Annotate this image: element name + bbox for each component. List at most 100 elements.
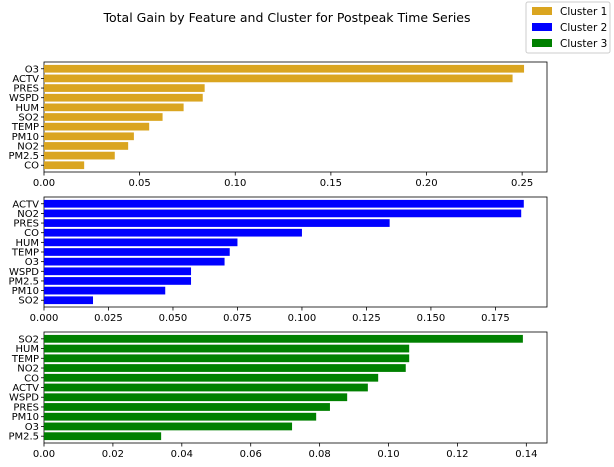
y-tick-label: ACTV [12, 383, 39, 394]
bar-pres [44, 84, 205, 92]
bar-so2 [44, 296, 94, 305]
x-tick-label: 0.00 [33, 449, 55, 460]
y-tick-label: CO [24, 228, 39, 239]
bar-wspd [44, 393, 348, 402]
y-tick-label: PRES [13, 219, 39, 230]
bar-pm10 [44, 132, 134, 141]
legend-entry-cluster-3: Cluster 3 [532, 38, 607, 50]
x-tick-label: 0.06 [240, 449, 262, 460]
y-tick-label: PM10 [12, 132, 39, 143]
bar-actv [44, 383, 368, 392]
bar-pm10 [44, 412, 317, 421]
y-tick-label: TEMP [11, 122, 39, 133]
y-tick-label: NO2 [17, 364, 39, 375]
legend-entry-cluster-1: Cluster 1 [532, 6, 607, 18]
legend-swatch [532, 23, 552, 31]
x-tick-label: 0.12 [446, 449, 468, 460]
bar-o3 [44, 422, 293, 431]
x-tick-label: 0.050 [159, 313, 188, 324]
bar-pm2-5 [44, 277, 192, 285]
bar-wspd [44, 93, 203, 102]
bar-pres [44, 219, 390, 227]
y-tick-label: HUM [16, 103, 39, 114]
x-tick-label: 0.025 [94, 313, 123, 324]
y-tick-label: PM10 [12, 412, 39, 423]
y-tick-label: WSPD [9, 393, 39, 404]
y-tick-label: CO [24, 373, 39, 384]
bar-temp [44, 248, 230, 256]
bar-co [44, 373, 379, 382]
y-tick-label: SO2 [18, 334, 39, 345]
y-tick-label: SO2 [18, 113, 39, 124]
x-tick-label: 0.15 [320, 178, 342, 189]
bar-actv [44, 199, 524, 208]
legend-swatch [532, 7, 552, 15]
y-tick-label: ACTV [12, 74, 39, 85]
y-tick-label: PM2.5 [8, 432, 39, 443]
y-tick-label: O3 [25, 64, 39, 75]
y-tick-label: WSPD [9, 267, 39, 278]
legend-label: Cluster 3 [560, 38, 607, 50]
x-tick-label: 0.100 [288, 313, 317, 324]
y-tick-label: CO [24, 161, 39, 172]
bar-o3 [44, 257, 225, 266]
legend-label: Cluster 2 [560, 22, 607, 34]
y-tick-label: O3 [25, 422, 39, 433]
legend-label: Cluster 1 [560, 6, 607, 18]
legend-entry-cluster-2: Cluster 2 [532, 22, 607, 34]
x-tick-label: 0.175 [481, 313, 510, 324]
x-tick-label: 0.10 [377, 449, 399, 460]
x-tick-label: 0.04 [171, 449, 193, 460]
y-tick-label: TEMP [11, 248, 39, 259]
x-tick-label: 0.20 [415, 178, 437, 189]
bar-hum [44, 103, 184, 112]
y-tick-label: PM2.5 [8, 276, 39, 287]
bar-temp [44, 354, 410, 363]
bar-temp [44, 122, 150, 131]
x-tick-label: 0.14 [515, 449, 537, 460]
bar-pm10 [44, 286, 166, 295]
y-tick-label: HUM [16, 238, 39, 249]
x-tick-label: 0.075 [223, 313, 252, 324]
bar-wspd [44, 267, 192, 276]
y-tick-label: HUM [16, 344, 39, 355]
x-tick-label: 0.10 [224, 178, 246, 189]
bar-co [44, 161, 85, 170]
y-tick-label: ACTV [12, 199, 39, 210]
x-tick-label: 0.150 [417, 313, 446, 324]
y-tick-label: NO2 [17, 209, 39, 220]
y-tick-label: PM10 [12, 286, 39, 297]
x-tick-label: 0.25 [511, 178, 533, 189]
bar-pres [44, 403, 330, 411]
y-tick-label: PRES [13, 402, 39, 413]
legend-swatch [532, 39, 552, 47]
bar-hum [44, 344, 410, 353]
y-tick-label: O3 [25, 257, 39, 268]
legend: Cluster 1 Cluster 2 Cluster 3 [525, 1, 611, 54]
x-tick-label: 0.05 [128, 178, 150, 189]
bar-pm2-5 [44, 432, 162, 441]
x-tick-label: 0.02 [102, 449, 124, 460]
bar-no2 [44, 209, 522, 218]
y-tick-label: NO2 [17, 141, 39, 152]
bar-actv [44, 74, 513, 83]
y-tick-label: PM2.5 [8, 151, 39, 162]
bar-no2 [44, 142, 129, 150]
y-tick-label: WSPD [9, 93, 39, 104]
bar-so2 [44, 334, 523, 343]
y-tick-label: SO2 [18, 296, 39, 307]
y-tick-label: TEMP [11, 354, 39, 365]
bar-so2 [44, 113, 163, 121]
x-tick-label: 0.125 [352, 313, 381, 324]
bar-no2 [44, 364, 406, 372]
bar-pm2-5 [44, 151, 115, 160]
x-tick-label: 0.00 [33, 178, 55, 189]
x-tick-label: 0.08 [308, 449, 330, 460]
chart-title: Total Gain by Feature and Cluster for Po… [102, 10, 470, 25]
bar-o3 [44, 64, 525, 73]
x-tick-label: 0.000 [30, 313, 59, 324]
